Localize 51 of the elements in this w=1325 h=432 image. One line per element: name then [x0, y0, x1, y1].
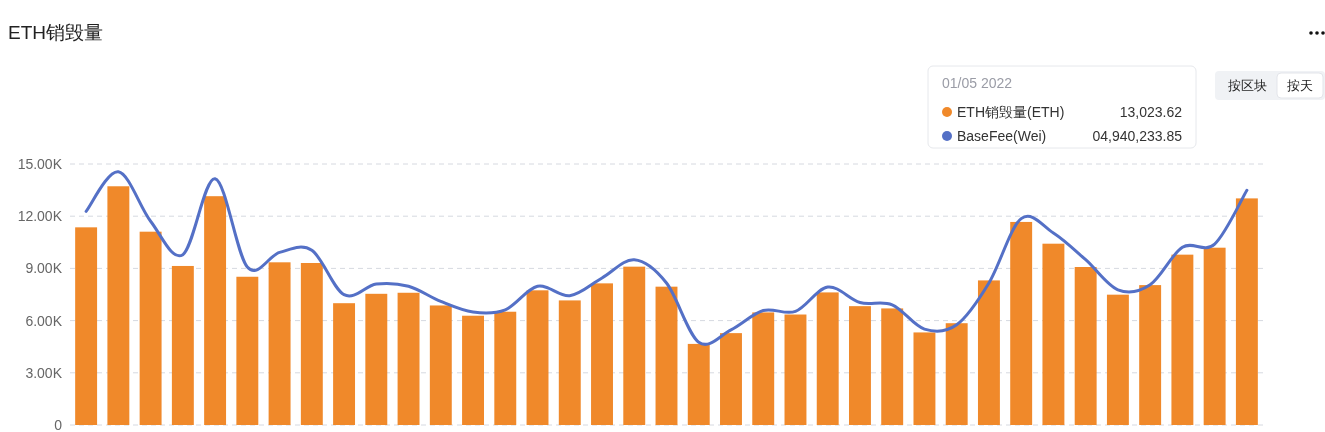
bar — [816, 292, 839, 425]
bar — [752, 312, 775, 425]
bar — [429, 305, 452, 425]
bar — [333, 303, 356, 425]
bar — [945, 323, 968, 425]
bar — [204, 196, 227, 425]
bar — [1235, 198, 1258, 425]
bar — [171, 265, 194, 425]
bar — [268, 262, 291, 425]
text: 按天 — [1287, 78, 1313, 93]
bar — [300, 263, 323, 425]
bar — [397, 292, 420, 425]
bar — [591, 283, 613, 425]
bar — [494, 311, 517, 425]
bar — [623, 266, 646, 425]
legend-label: BaseFee(Wei) — [957, 128, 1047, 144]
bar — [977, 280, 1000, 425]
bar — [139, 231, 162, 425]
bar — [75, 227, 98, 425]
text: 04,940,233.85 — [1092, 128, 1182, 144]
bar — [1139, 285, 1162, 425]
text: 01/05 2022 — [942, 75, 1013, 91]
bar — [526, 290, 549, 425]
bar — [913, 332, 936, 425]
bar — [720, 333, 742, 425]
bar — [462, 315, 484, 425]
y-tick-label: 15.00K — [17, 156, 63, 172]
bar — [107, 186, 130, 425]
bar — [849, 306, 871, 425]
y-tick-label: 0 — [54, 417, 63, 432]
text: 按区块 — [1227, 78, 1267, 93]
legend-label: ETH销毁量(ETH) — [957, 104, 1065, 120]
bar — [1203, 247, 1226, 425]
y-tick-label: 12.00K — [17, 208, 63, 225]
y-tick-label: 6.00K — [25, 312, 63, 329]
bar — [236, 276, 259, 425]
bar — [687, 343, 710, 425]
bar — [881, 308, 904, 425]
bar — [784, 314, 807, 425]
bar — [1171, 254, 1194, 425]
bar — [1010, 221, 1033, 425]
y-tick-label: 9.00K — [25, 260, 63, 277]
bar — [365, 293, 388, 425]
chart-title: ETH销毁量 — [8, 22, 103, 43]
bar — [558, 300, 581, 425]
bar — [655, 286, 678, 425]
y-tick-label: 3.00K — [25, 364, 63, 381]
bar — [1042, 243, 1065, 425]
bar — [1074, 267, 1097, 425]
text: 13,023.62 — [1119, 104, 1182, 120]
bar — [1106, 294, 1129, 425]
